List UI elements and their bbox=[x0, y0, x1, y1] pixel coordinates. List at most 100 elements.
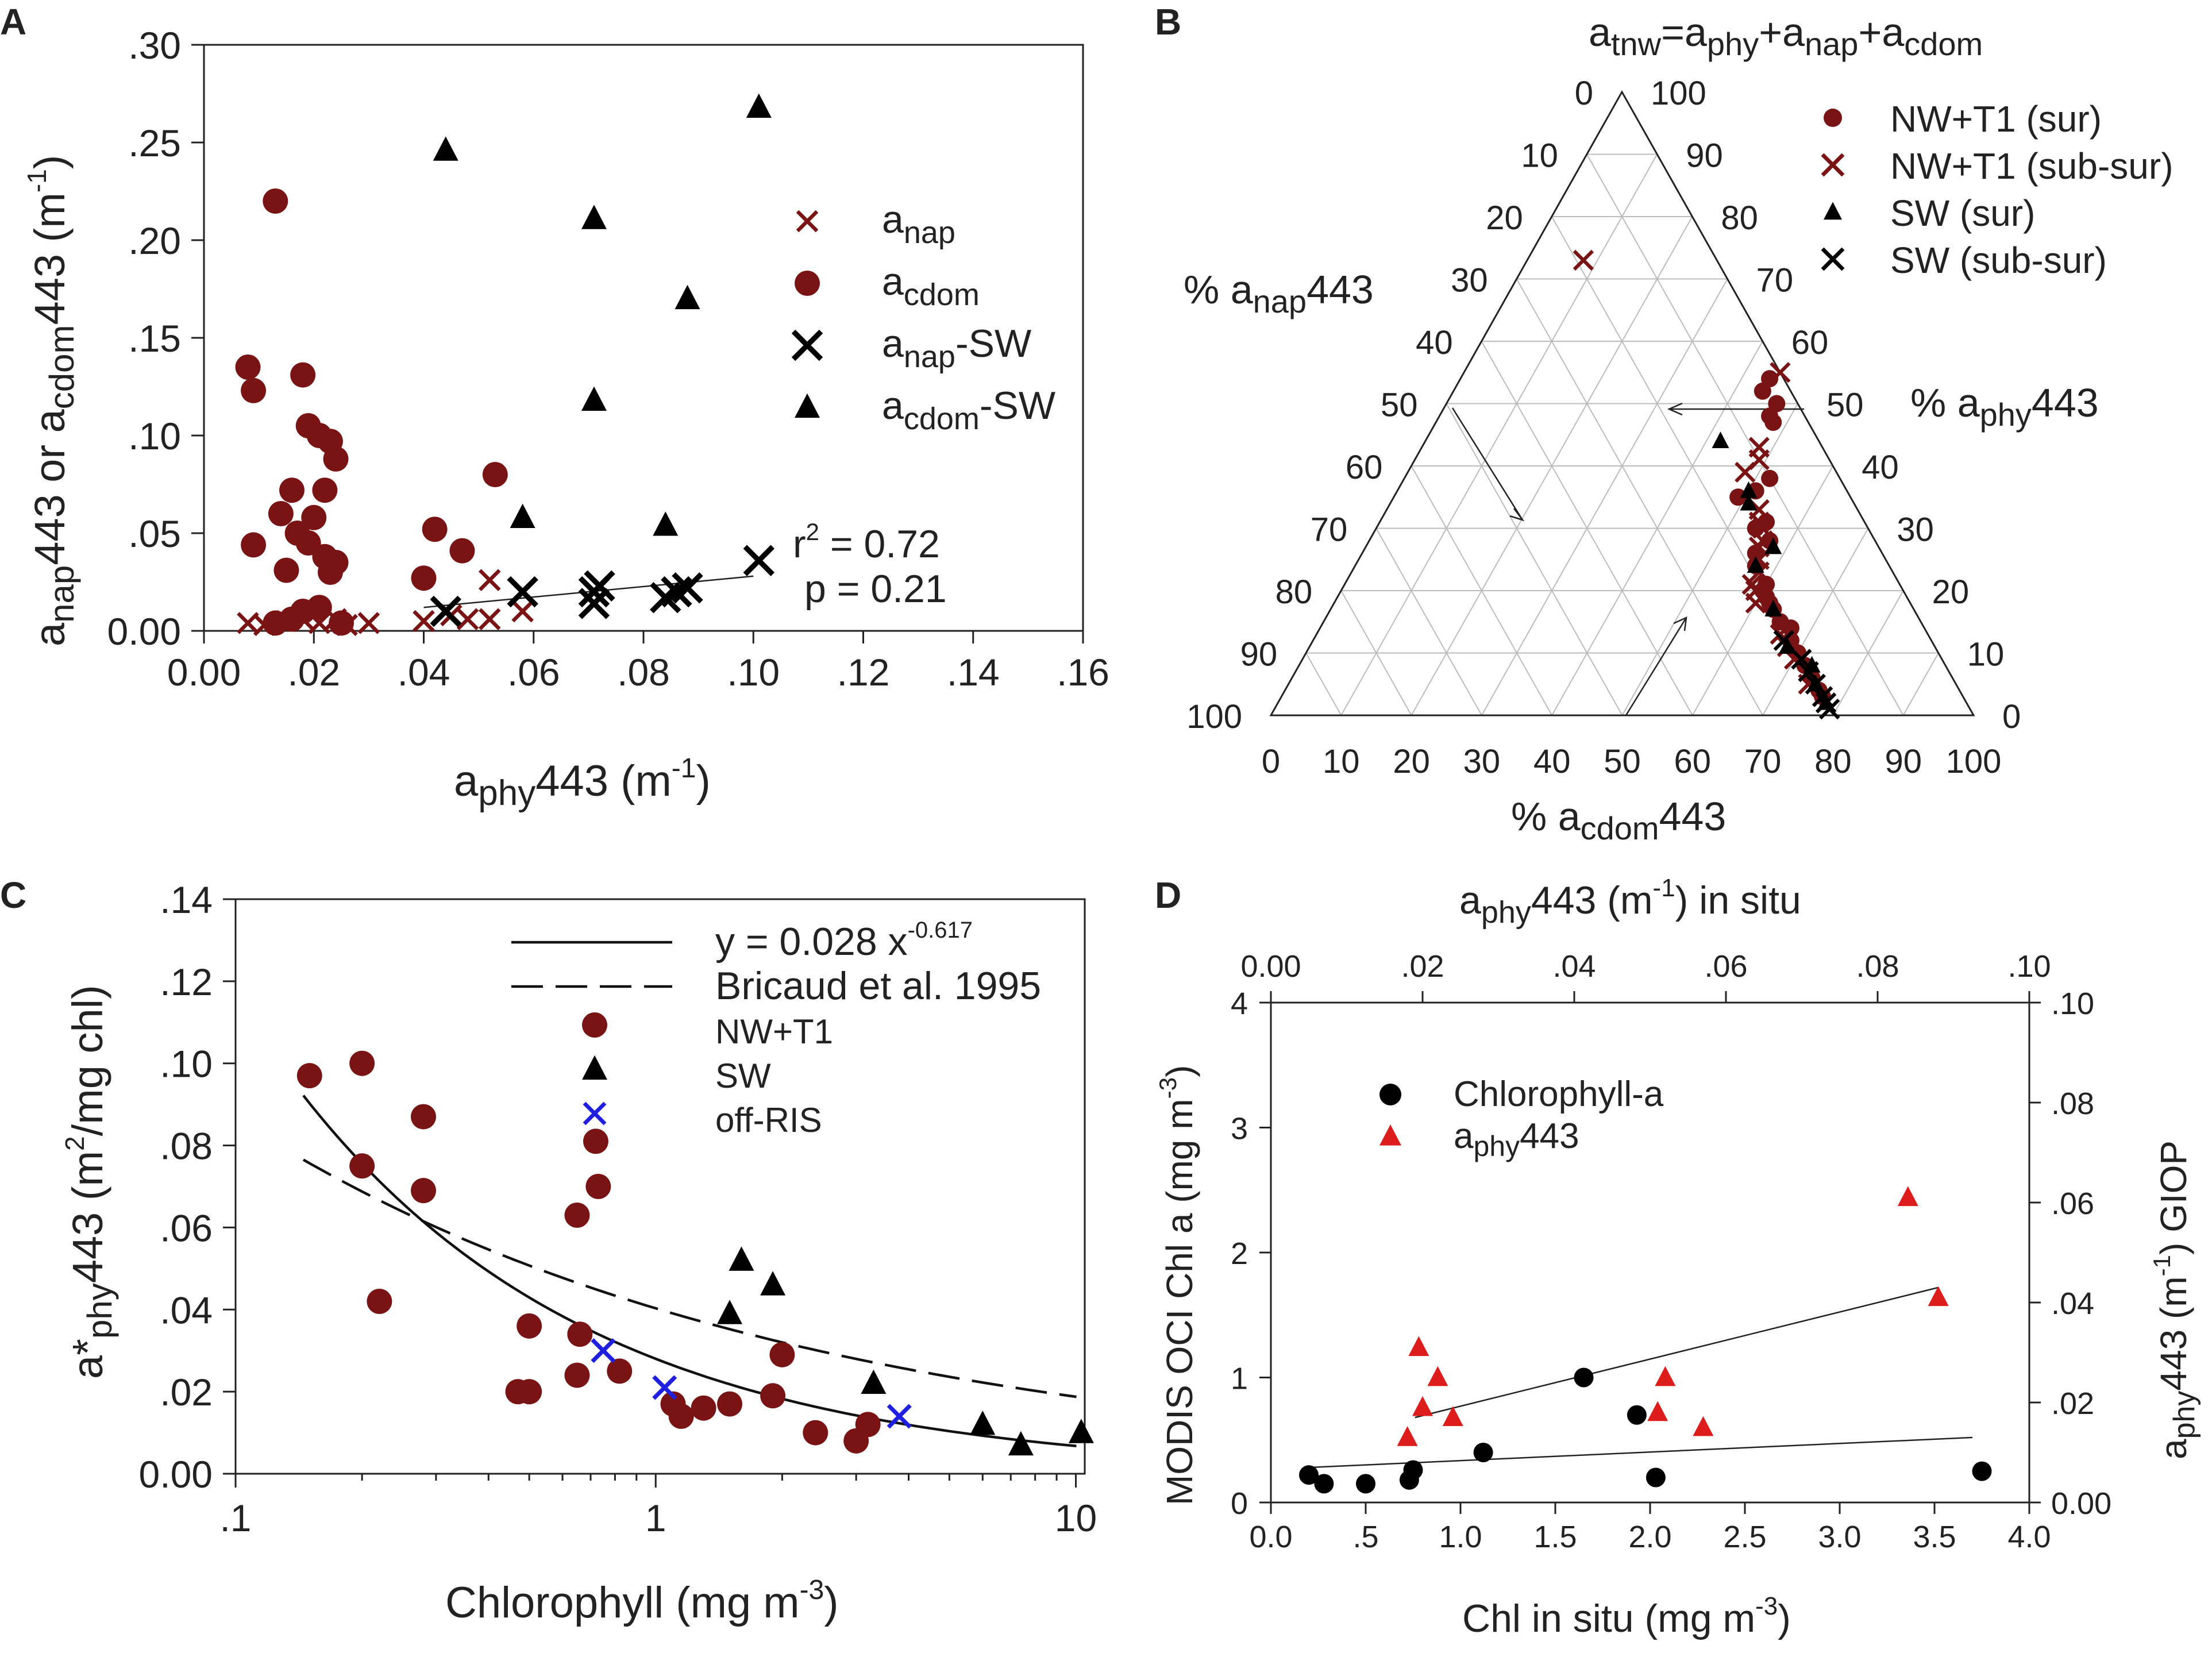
panel-b-point-NW+T1 (sub-sur) bbox=[1735, 461, 1756, 483]
panel-a-ticks: 0.00 .02 .04 .06 .08 .10 .12 .14 .16 0.00 .05 .10 .1… bbox=[107, 24, 1109, 693]
panel-d-point-aphy443 bbox=[1693, 1416, 1714, 1436]
panel-d-left-tick-label: 0 bbox=[1231, 1486, 1248, 1521]
panel-b-phy-tick-label: 70 bbox=[1756, 262, 1794, 299]
panel-d-point-aphy443 bbox=[1647, 1401, 1668, 1421]
panel-d-right-tick-label: .10 bbox=[2051, 987, 2094, 1021]
panel-d-legend-label: Chlorophyll-a bbox=[1454, 1074, 1664, 1114]
panel-b-phy-tick-label: 10 bbox=[1967, 636, 2005, 673]
panel-b-grid-line bbox=[1340, 590, 1412, 716]
panel-a-point-a_cdom-SW bbox=[510, 503, 535, 528]
panel-b-point-SW (sub-sur) bbox=[1791, 649, 1812, 670]
panel-b-legend: NW+T1 (sur) NW+T1 (sub-sur) SW (sur) SW (su… bbox=[1821, 98, 2174, 281]
panel-c-x-axis-title: Chlorophyll (mg m-3) bbox=[445, 1575, 839, 1627]
panel-a-point-a_nap bbox=[456, 608, 479, 630]
panel-b-top-title: atnw=aphy+anap+acdom bbox=[1589, 10, 1983, 62]
panel-b-point-NW+T1 (sub-sur) bbox=[1745, 592, 1766, 614]
panel-a-point-a_cdom bbox=[235, 355, 261, 380]
panel-b-legend-label: NW+T1 (sub-sur) bbox=[1890, 145, 2174, 187]
panel-a-point-a_cdom bbox=[422, 517, 448, 542]
panel-b-point-SW (sur) bbox=[1764, 600, 1782, 616]
panel-a-legend: anap acdom anap-SW acdom-SW bbox=[791, 198, 1055, 436]
panel-b-point-SW (sub-sur) bbox=[1798, 661, 1819, 683]
panel-c-y-tick-label: .02 bbox=[160, 1371, 213, 1413]
panel-a-point-a_cdom-SW bbox=[675, 284, 700, 310]
panel-d-point-Chlorophyll-a bbox=[1473, 1443, 1493, 1462]
panel-a-x-tick-label: .16 bbox=[1057, 651, 1109, 693]
panel-d-x-tick-label: 1.5 bbox=[1533, 1520, 1577, 1554]
panel-d-right-tick-label: .04 bbox=[2051, 1286, 2094, 1321]
panel-c-point-NW+T1 bbox=[855, 1412, 881, 1438]
panel-d-left-tick-label: 4 bbox=[1231, 987, 1248, 1021]
panel-a-point-a_cdom bbox=[241, 532, 267, 558]
panel-b-nap-tick-label: 90 bbox=[1240, 636, 1278, 673]
panel-d-point-aphy443 bbox=[1655, 1366, 1676, 1386]
panel-b-legend-marker bbox=[1824, 109, 1842, 127]
panel-d-legend-label: aphy443 bbox=[1454, 1116, 1579, 1162]
panel-d-ticks: 0.0.5 1.0 1.5 2.0 2.5 3.0 3.5 4.00.00.02.04.06.… bbox=[1231, 949, 2111, 1554]
panel-c-point-SW bbox=[970, 1411, 996, 1435]
panel-a-point-a_cdom bbox=[301, 504, 327, 530]
panel-b-point-SW (sub-sur) bbox=[1773, 630, 1794, 651]
panel-b-point-NW+T1 (sur) bbox=[1764, 414, 1782, 431]
panel-a-p-annotation: p = 0.21 bbox=[804, 567, 947, 611]
panel-d-x-axis-title: Chl in situ (mg m-3) bbox=[1462, 1592, 1791, 1640]
panel-a-point-a_nap bbox=[511, 600, 534, 623]
panel-c-point-SW bbox=[861, 1369, 887, 1394]
panel-d: D 0.0.5 1.0 1.5 2.0 2.5 3.0 3.5 4.00.00.02.04.0… bbox=[1154, 874, 2201, 1640]
panel-b-nap-tick-label: 30 bbox=[1451, 262, 1488, 299]
panel-a-y-tick-label: .25 bbox=[128, 122, 181, 164]
panel-a-y-tick-label: .05 bbox=[128, 513, 181, 555]
panel-c-legend-label: SW bbox=[715, 1057, 771, 1095]
panel-b-phy-tick-label: 80 bbox=[1721, 199, 1758, 237]
panel-d-right-axis-title: aphy443 (m-1) GIOP bbox=[2148, 1140, 2201, 1459]
panel-c-legend-marker bbox=[582, 1012, 607, 1038]
panel-b-arrows bbox=[1451, 402, 1804, 716]
panel-c-plot-frame bbox=[234, 898, 1086, 1475]
panel-b-ternary-frame bbox=[1269, 90, 1975, 716]
panel-c-legend-label: off-RIS bbox=[715, 1101, 822, 1139]
panel-b-legend-marker bbox=[1824, 202, 1842, 220]
panel-b-nap-tick-label: 0 bbox=[1575, 75, 1593, 112]
panel-a-legend-label: anap bbox=[882, 198, 955, 250]
panel-c-point-off-RIS bbox=[887, 1404, 912, 1429]
panel-b-phy-tick-label: 90 bbox=[1686, 137, 1723, 175]
panel-c-legend-label: NW+T1 bbox=[715, 1012, 833, 1051]
panel-b-point-SW (sub-sur) bbox=[1816, 692, 1837, 714]
panel-c-point-NW+T1 bbox=[410, 1104, 436, 1130]
panel-a-x-tick-label: 0.00 bbox=[167, 651, 241, 693]
panel-d-x-tick-label: 4.0 bbox=[2007, 1520, 2051, 1554]
panel-c-x-tick-label: 10 bbox=[1055, 1497, 1097, 1539]
panel-d-point-aphy443 bbox=[1397, 1426, 1418, 1446]
panel-b-cdom-tick-label: 30 bbox=[1463, 743, 1501, 780]
panel-c-legend-label: Bricaud et al. 1995 bbox=[715, 964, 1041, 1008]
panel-b-legend-label: SW (sub-sur) bbox=[1890, 240, 2107, 281]
panel-a-point-a_nap-SW bbox=[661, 576, 692, 608]
panel-b-point-SW (sur) bbox=[1803, 656, 1821, 673]
panel-b-arrowhead-cdom bbox=[1673, 616, 1687, 631]
panel-d-point-aphy443 bbox=[1928, 1286, 1949, 1307]
panel-c-point-NW+T1 bbox=[717, 1391, 743, 1417]
panel-c-label: C bbox=[0, 874, 26, 916]
panel-a-label: A bbox=[0, 1, 26, 43]
panel-a-point-a_cdom bbox=[273, 557, 299, 583]
panel-d-fit-lines bbox=[1308, 1286, 1973, 1469]
panel-a-x-tick-label: .14 bbox=[947, 651, 1000, 693]
panel-a-y-tick-label: .10 bbox=[128, 415, 181, 457]
panel-a-fit-line bbox=[423, 575, 754, 608]
panel-b-point-SW (sub-sur) bbox=[1819, 699, 1840, 720]
panel-b-grid-line bbox=[1621, 403, 1798, 716]
panel-a-point-a_cdom bbox=[241, 377, 267, 403]
panel-c-point-NW+T1 bbox=[367, 1289, 392, 1314]
panel-a-y-tick-label: 0.00 bbox=[107, 610, 181, 653]
panel-b-point-NW+T1 (sur) bbox=[1754, 382, 1771, 400]
panel-d-top-tick-label: .08 bbox=[1856, 949, 1899, 984]
panel-c-point-NW+T1 bbox=[517, 1313, 542, 1339]
panel-d-top-tick-label: .02 bbox=[1401, 949, 1444, 984]
panel-c-y-tick-label: .12 bbox=[160, 961, 213, 1003]
panel-c-y-axis-title: a*phy443 (m2/mg chl) bbox=[60, 985, 119, 1379]
panel-b-grid-line bbox=[1340, 154, 1658, 716]
panel-d-x-tick-label: 3.5 bbox=[1913, 1520, 1956, 1554]
panel-a-point-a_cdom bbox=[329, 610, 354, 636]
panel-b-arrow-cdom bbox=[1625, 617, 1687, 716]
